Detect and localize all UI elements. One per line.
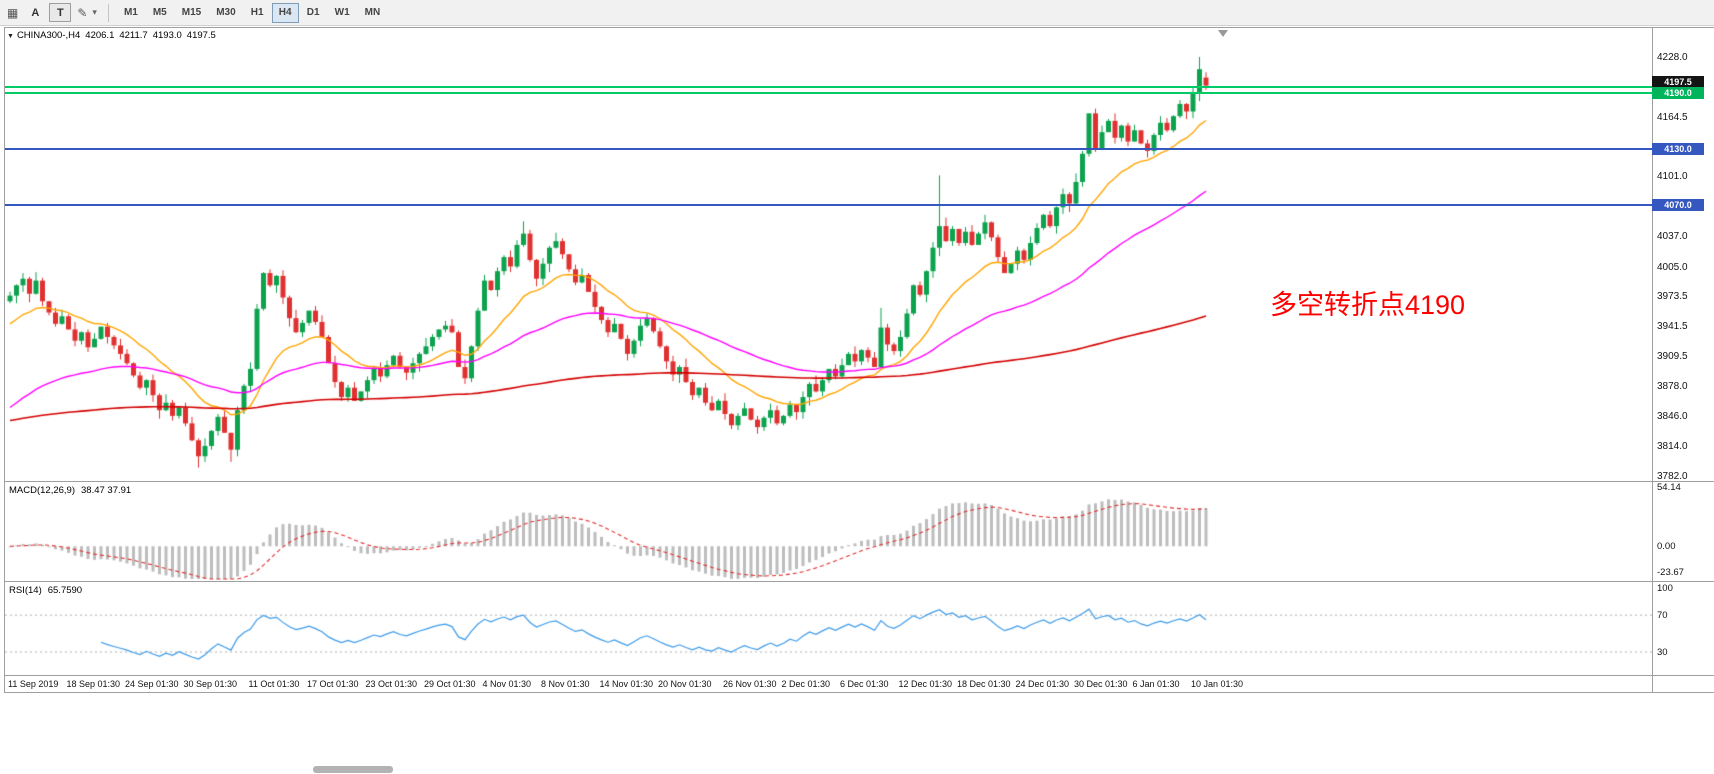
toolbar: ▦ A T ✎ ▾ M1 M5 M15 M30 H1 H4 D1 W1 MN [0, 0, 1714, 26]
timeframe-h4[interactable]: H4 [271, 2, 299, 23]
timeframe-m15[interactable]: M15 [175, 3, 208, 23]
font-tool-button[interactable]: A [24, 3, 46, 22]
timeframe-mn[interactable]: MN [358, 3, 388, 23]
toolbar-separator [107, 3, 109, 22]
timeframe-h1[interactable]: H1 [244, 3, 271, 23]
timeframe-m5[interactable]: M5 [146, 3, 174, 23]
timeframe-m30[interactable]: M30 [209, 3, 242, 23]
timeframe-w1[interactable]: W1 [328, 3, 357, 23]
bar-chart-icon[interactable]: ▦ [7, 5, 19, 20]
timeframe-d1[interactable]: D1 [300, 3, 327, 23]
timeframe-group: M1 M5 M15 M30 H1 H4 D1 W1 MN [117, 2, 388, 23]
pencil-icon[interactable]: ✎ [77, 5, 88, 20]
chevron-down-icon[interactable]: ▾ [92, 7, 97, 17]
timeframe-m1[interactable]: M1 [117, 3, 145, 23]
text-tool-button[interactable]: T [49, 3, 72, 22]
